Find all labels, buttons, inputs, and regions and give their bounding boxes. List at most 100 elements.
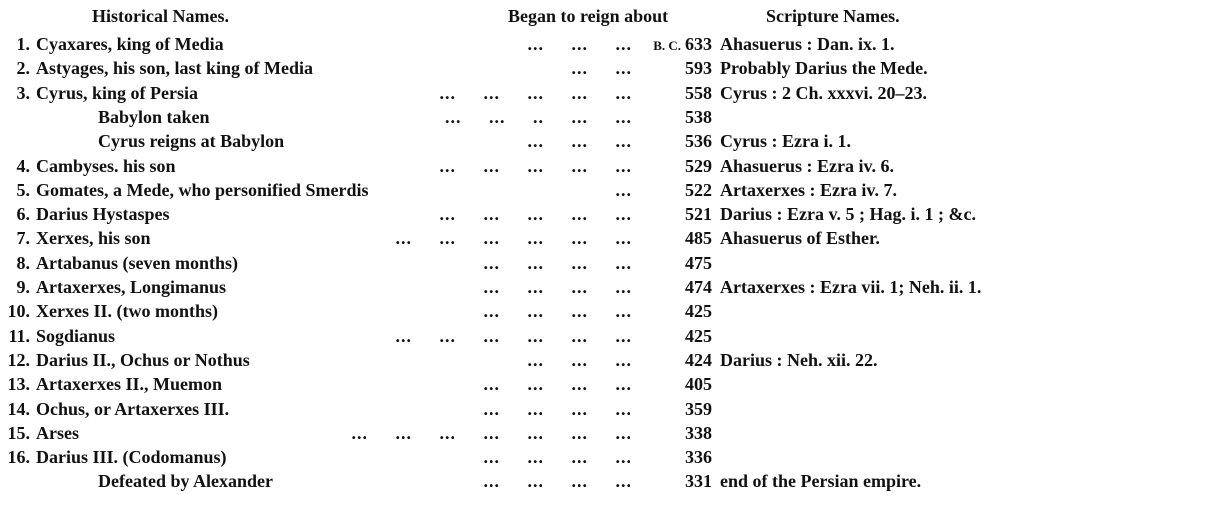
historical-name: Ochus, or Artaxerxes III. (36, 398, 230, 419)
reign-year: 529 (685, 155, 712, 176)
table-row: 7. Xerxes, his son ... ... ... ... ... ...… (0, 227, 1218, 250)
table-row: 4. Cambyses. his son ... ... ... ... ... 52… (0, 155, 1218, 178)
row-main: Defeated by Alexander ... ... ... ... 331 (0, 470, 712, 493)
table-row: 15. Arses ... ... ... ... ... ... ... 338 (0, 422, 1218, 445)
historical-name: Arses (36, 422, 79, 443)
row-main: 12. Darius II., Ochus or Nothus ... ... ..… (0, 349, 713, 372)
row-main: 6. Darius Hystaspes ... ... ... ... ... 521 (0, 203, 713, 226)
scripture-name: Ahasuerus : Ezra iv. 6. (720, 155, 895, 176)
row-number: 2. (16, 58, 31, 79)
row-number: 4. (16, 155, 31, 176)
historical-name: Gomates, a Mede, who personified Smerdis (36, 179, 369, 200)
reign-year: 633 (685, 34, 712, 54)
row-main: 14. Ochus, or Artaxerxes III. ... ... ... … (0, 398, 713, 421)
historical-name: Defeated by Alexander (98, 471, 273, 492)
row-number: 5. (16, 179, 31, 200)
row-number: 8. (16, 252, 31, 273)
reign-date: 521 (638, 203, 712, 226)
row-main: 10. Xerxes II. (two months) ... ... ... ..… (0, 300, 713, 323)
leader-dots: ... ... ... ... (483, 252, 632, 273)
historical-name: Darius Hystaspes (36, 204, 170, 225)
table-row: Cyrus reigns at Babylon... ... ... 536 Cyr… (0, 130, 1218, 153)
row-number: 6. (16, 204, 31, 225)
reign-year: 359 (685, 398, 712, 419)
historical-name: Darius III. (Codomanus) (36, 447, 227, 468)
table-row: 8. Artabanus (seven months) ... ... ... ..… (0, 252, 1218, 275)
row-number: 1. (16, 34, 31, 54)
leader-dots: ... ... ... (527, 131, 632, 152)
reign-year: 331 (685, 471, 712, 492)
row-main: Cyrus reigns at Babylon ... ... ... 536 (0, 130, 712, 153)
historical-name: Astyages, his son, last king of Media (36, 58, 314, 79)
row-main: 16. Darius III. (Codomanus) ... ... ... ..… (0, 446, 713, 469)
reign-date: 529 (638, 155, 712, 178)
reign-date: 338 (638, 422, 712, 445)
row-main: 8. Artabanus (seven months) ... ... ... ..… (0, 252, 713, 275)
leader-dots: ... ... ... ... ... (439, 204, 632, 225)
header-began-to-reign: Began to reign about (508, 6, 669, 26)
reign-date: 536 (638, 130, 712, 153)
leader-dots: ... (615, 179, 632, 200)
leader-dots: ... ... ... (527, 349, 632, 370)
scripture-name: end of the Persian empire. (720, 471, 922, 492)
reign-date: 522 (638, 179, 712, 202)
table-row: 3. Cyrus, king of Persia ... ... ... ... .… (0, 82, 1218, 105)
table-row: Defeated by Alexander ... ... ... ... 331 e… (0, 470, 1218, 493)
reign-date: 405 (638, 373, 712, 396)
row-main: 2. Astyages, his son, last king of Media.… (0, 57, 713, 80)
reign-year: 424 (685, 349, 712, 370)
reign-year: 522 (685, 179, 712, 200)
historical-name: Artaxerxes, Longimanus (36, 277, 226, 297)
table-row: 10. Xerxes II. (two months) ... ... ... ..… (0, 300, 1218, 323)
row-number: 13. (7, 374, 31, 395)
reign-date: B. C. 633 (638, 33, 712, 57)
header-historical-names: Historical Names. (92, 6, 229, 26)
reign-year: 593 (685, 58, 712, 79)
row-main: 4. Cambyses. his son ... ... ... ... ... 52… (0, 155, 713, 178)
leader-dots: ... ... ... ... (483, 398, 632, 419)
reign-year: 425 (685, 325, 712, 346)
historical-name: Artabanus (seven months) (36, 252, 239, 273)
header-scripture-names: Scripture Names. (766, 6, 900, 26)
leader-dots: ... ... (571, 58, 632, 79)
reign-date: 593 (638, 57, 712, 80)
historical-name: Babylon taken (98, 106, 210, 127)
reign-year: 485 (685, 228, 712, 249)
table-row: 12. Darius II., Ochus or Nothus ... ... ..… (0, 349, 1218, 372)
row-main: 5. Gomates, a Mede, who personified Smerd… (0, 179, 713, 202)
row-number: 7. (16, 228, 31, 249)
row-number: 9. (16, 277, 31, 297)
leader-dots: ... ... ... ... (483, 447, 632, 468)
reign-date: 331 (638, 470, 712, 493)
reign-year: 425 (685, 301, 712, 322)
scripture-name: Cyrus : 2 Ch. xxxvi. 20–23. (720, 82, 928, 103)
table-row: 2. Astyages, his son, last king of Media.… (0, 57, 1218, 80)
scripture-name: Darius : Ezra v. 5 ; Hag. i. 1 ; &c. (720, 204, 976, 225)
reign-date: 485 (638, 227, 712, 250)
table-row: 16. Darius III. (Codomanus) ... ... ... ..… (0, 446, 1218, 469)
reign-date: 424 (638, 349, 712, 372)
leader-dots: ... ... ... ... ... (439, 82, 632, 103)
table-row: 5. Gomates, a Mede, who personified Smerd… (0, 179, 1218, 202)
row-number: 15. (7, 422, 31, 443)
leader-dots: ... ... ... ... ... ... (395, 228, 632, 249)
row-main: 13. Artaxerxes II., Muemon ... ... ... ...… (0, 373, 713, 396)
reign-date: 336 (638, 446, 712, 469)
row-number: 12. (7, 349, 31, 370)
row-main: 1. Cyaxares, king of Media ... ... ... B. C… (0, 33, 713, 57)
leader-dots: ... ... ... ... (483, 301, 632, 322)
reign-year: 336 (685, 447, 712, 468)
row-main: Babylon taken ... ... .. ... ... 538 (0, 106, 712, 129)
table-row: 14. Ochus, or Artaxerxes III. ... ... ... … (0, 398, 1218, 421)
table-row: Babylon taken ... ... .. ... ... 538 (0, 106, 1218, 129)
reign-year: 338 (685, 422, 712, 443)
row-main: 7. Xerxes, his son ... ... ... ... ... ...… (0, 227, 713, 250)
reign-date: 558 (638, 82, 712, 105)
reign-year: 521 (685, 204, 712, 225)
reign-year: 474 (685, 277, 712, 297)
leader-dots: ... ... .. ... ... (445, 106, 632, 127)
table-row: 1. Cyaxares, king of Media ... ... ... B. C… (0, 33, 1218, 56)
historical-name: Cambyses. his son (36, 155, 176, 176)
row-main: 3. Cyrus, king of Persia ... ... ... ... .… (0, 82, 713, 105)
table-row: 6. Darius Hystaspes ... ... ... ... ... 521… (0, 203, 1218, 226)
